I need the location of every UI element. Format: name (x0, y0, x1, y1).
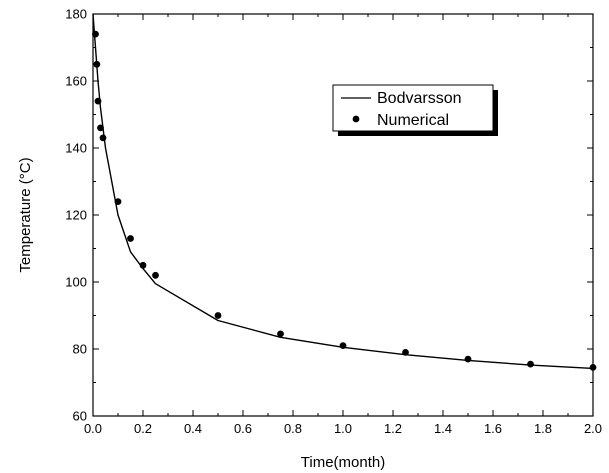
data-point-numerical (97, 124, 104, 132)
x-axis-title: Time(month) (301, 454, 385, 471)
plot-frame (92, 13, 594, 417)
x-tick-label: 1.2 (384, 421, 402, 436)
axis-tick-labels: 0.0 0.2 0.4 0.6 0.8 1.0 1.2 1.4 1.6 1.8 2.0 60 80 100… (65, 7, 602, 437)
data-point-numerical (277, 330, 284, 338)
data-point-numerical (152, 271, 159, 279)
x-tick-label: 0.2 (134, 421, 152, 436)
legend-label-bodvarsson: Bodvarsson (377, 90, 462, 107)
x-tick-label: 0.0 (84, 421, 102, 436)
data-point-numerical (99, 134, 107, 142)
y-tick-label: 140 (65, 141, 87, 156)
legend: Bodvarsson Numerical (332, 84, 498, 136)
data-point-numerical (464, 355, 472, 363)
series-line-bodvarsson (92, 13, 594, 370)
legend-box (332, 84, 494, 132)
y-tick-label: 120 (65, 208, 87, 223)
data-point-numerical (93, 60, 101, 68)
x-tick-label: 1.8 (534, 421, 552, 436)
y-tick-label: 60 (73, 409, 87, 424)
data-point-numerical (92, 30, 99, 38)
x-tick-label: 1.0 (334, 421, 352, 436)
data-point-numerical (527, 360, 534, 368)
y-tick-label: 180 (65, 7, 87, 22)
data-point-numerical (114, 198, 122, 206)
data-point-numerical (339, 342, 347, 349)
data-point-numerical (214, 312, 222, 319)
y-tick-label: 100 (65, 275, 87, 290)
plot-series (92, 13, 597, 371)
data-point-numerical (402, 349, 409, 356)
x-tick-label: 1.4 (434, 421, 452, 436)
y-axis-title: Temperature (°C) (17, 157, 34, 272)
x-tick-label: 0.8 (284, 421, 302, 436)
y-tick-label: 80 (73, 342, 87, 357)
legend-marker-sample (352, 115, 360, 123)
x-tick-label: 0.4 (184, 421, 202, 436)
axis-ticks (92, 13, 594, 417)
x-tick-label: 1.6 (484, 421, 502, 436)
y-tick-label: 160 (65, 74, 87, 89)
data-point-numerical (94, 97, 102, 105)
data-point-numerical (127, 235, 134, 242)
data-point-numerical (139, 261, 147, 269)
x-tick-label: 2.0 (584, 421, 602, 436)
x-tick-label: 0.6 (234, 421, 252, 436)
legend-label-numerical: Numerical (377, 112, 449, 129)
